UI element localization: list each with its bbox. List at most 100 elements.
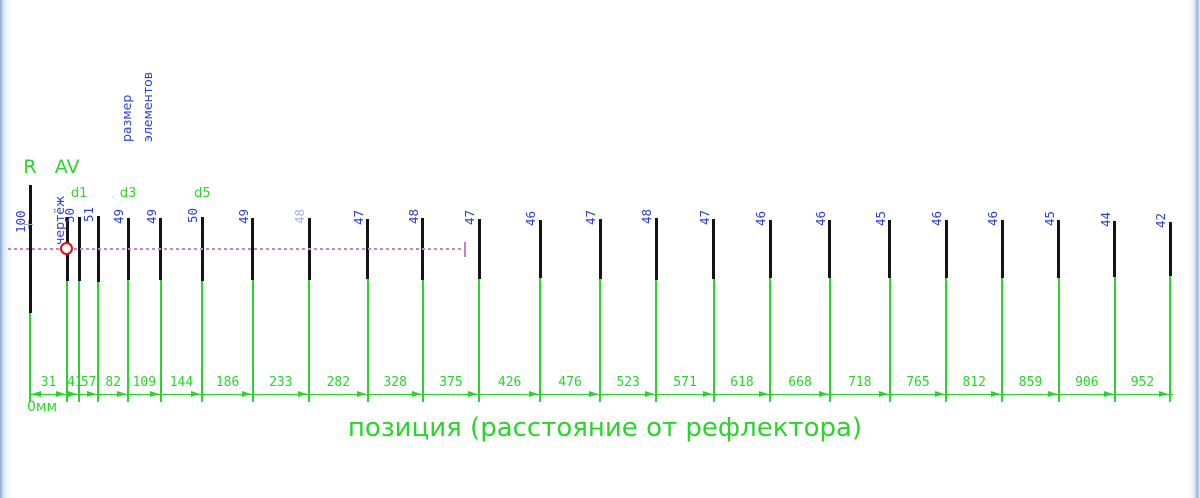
element-size-label: 46 bbox=[929, 210, 945, 226]
element-size-label: 42 bbox=[1153, 213, 1168, 229]
element-size-label: 45 bbox=[1041, 211, 1057, 227]
dimension-extension-line bbox=[1057, 277, 1060, 402]
dimension-arrow-right-icon bbox=[1047, 391, 1057, 397]
element-size-label: 46 bbox=[985, 210, 1001, 226]
element-size-label: 48 bbox=[292, 209, 307, 225]
position-dimension-value: 812 bbox=[962, 375, 986, 390]
element-size-label: 49 bbox=[143, 208, 159, 224]
snap-marker-icon bbox=[24, 220, 33, 229]
element-size-label: 48 bbox=[405, 209, 421, 225]
dimension-extension-line bbox=[66, 281, 69, 402]
dimension-extension-line bbox=[888, 277, 891, 402]
dimension-arrow-right-icon bbox=[356, 391, 366, 397]
dimension-arrow-right-icon bbox=[529, 391, 539, 397]
dimension-extension-line bbox=[1113, 277, 1116, 402]
element-size-label: 47 bbox=[462, 209, 478, 225]
element-marker-label-r: R bbox=[23, 156, 37, 178]
element-size-label: 49 bbox=[111, 208, 127, 224]
dimension-extension-line bbox=[1169, 275, 1171, 402]
position-dimension-value: 765 bbox=[906, 375, 930, 390]
dimension-arrow-right-icon bbox=[991, 391, 1001, 397]
position-dimension-value: 328 bbox=[383, 375, 407, 390]
element-marker-label-d3: d3 bbox=[119, 186, 137, 201]
dimension-arrow-right-icon bbox=[56, 391, 66, 397]
element-size-label: 45 bbox=[872, 211, 888, 227]
boom-center-line-end-tick bbox=[464, 242, 466, 257]
element-size-label: 44 bbox=[1097, 211, 1113, 227]
dimension-arrow-right-icon bbox=[935, 391, 945, 397]
element-size-axis-note: размер элементов bbox=[116, 72, 158, 142]
antenna-element-line bbox=[1000, 219, 1004, 279]
antenna-element-line bbox=[1168, 222, 1172, 276]
dimension-arrow-right-icon bbox=[759, 391, 769, 397]
antenna-element-line bbox=[1113, 220, 1117, 278]
dimension-extension-line bbox=[712, 279, 715, 402]
antenna-element-line bbox=[654, 218, 658, 280]
dimension-arrow-right-icon bbox=[1159, 391, 1168, 397]
position-dimension-value: 109 bbox=[132, 375, 157, 390]
dimension-arrow-right-icon bbox=[468, 391, 478, 397]
position-dimension-value: 82 bbox=[105, 375, 122, 390]
antenna-element-line bbox=[598, 218, 602, 280]
position-dimension-line bbox=[29, 394, 1173, 395]
element-size-label: 47 bbox=[350, 209, 366, 225]
position-dimension-value: 41 bbox=[67, 375, 83, 390]
position-dimension-value: 426 bbox=[497, 375, 522, 390]
dimension-extension-line bbox=[201, 281, 204, 402]
element-size-label: 46 bbox=[523, 210, 539, 226]
dimension-extension-line bbox=[97, 281, 100, 402]
dimension-extension-line bbox=[308, 279, 310, 402]
dimension-arrow-right-icon bbox=[818, 391, 828, 397]
element-size-label: 50 bbox=[62, 207, 78, 223]
element-size-label: 49 bbox=[235, 208, 251, 224]
position-dimension-value: 523 bbox=[616, 375, 640, 390]
position-dimension-value: 718 bbox=[848, 375, 872, 390]
dimension-arrow-right-icon bbox=[298, 391, 307, 397]
antenna-element-line bbox=[888, 220, 892, 278]
element-size-label: 48 bbox=[639, 209, 655, 225]
position-dimension-value: 186 bbox=[215, 375, 240, 390]
position-dimension-value: 668 bbox=[788, 375, 812, 390]
element-size-label: 47 bbox=[696, 209, 712, 225]
position-dimension-value: 233 bbox=[269, 375, 293, 390]
position-dimension-value: 859 bbox=[1018, 375, 1043, 390]
position-dimension-value: 952 bbox=[1130, 375, 1155, 390]
dimension-arrow-right-icon bbox=[241, 391, 251, 397]
dimension-arrow-right-icon bbox=[87, 391, 97, 397]
dimension-extension-line bbox=[29, 313, 31, 402]
dimension-extension-line bbox=[421, 279, 424, 402]
dimension-arrow-right-icon bbox=[117, 391, 127, 397]
antenna-element-line bbox=[712, 218, 716, 280]
dimension-extension-line bbox=[828, 278, 831, 402]
dimension-extension-line bbox=[478, 279, 481, 402]
element-size-axis-note-line2: элементов bbox=[140, 71, 155, 142]
dimension-extension-line bbox=[159, 280, 162, 402]
antenna-element-line bbox=[1057, 220, 1061, 278]
position-dimension-value: 282 bbox=[326, 375, 351, 390]
dimension-extension-line bbox=[655, 279, 658, 402]
dimension-arrow-right-icon bbox=[589, 391, 598, 397]
feed-point-circle bbox=[60, 242, 73, 255]
dimension-extension-line bbox=[366, 279, 369, 402]
dimension-arrow-right-icon bbox=[702, 391, 712, 397]
antenna-element-line bbox=[828, 219, 832, 279]
antenna-element-line bbox=[477, 218, 481, 280]
dimension-extension-line bbox=[78, 281, 81, 402]
dimension-arrow-right-icon bbox=[68, 391, 78, 397]
dimension-arrow-right-icon bbox=[411, 391, 421, 397]
element-size-label: 51 bbox=[81, 207, 97, 223]
dimension-extension-line bbox=[127, 280, 130, 402]
dimension-extension-line bbox=[945, 278, 948, 402]
element-marker-label-av: AV bbox=[54, 156, 80, 178]
dimension-extension-line bbox=[1001, 278, 1004, 402]
window-edge-left bbox=[0, 0, 13, 498]
dimension-arrow-left-icon bbox=[32, 391, 41, 397]
element-size-label: 46 bbox=[812, 210, 828, 226]
position-dimension-value: 375 bbox=[439, 375, 463, 390]
position-dimension-value: 906 bbox=[1075, 375, 1099, 390]
element-marker-label-d5: d5 bbox=[194, 186, 211, 201]
position-dimension-value: 571 bbox=[673, 375, 697, 390]
dimension-arrow-right-icon bbox=[191, 391, 201, 397]
dimension-arrow-right-icon bbox=[149, 391, 159, 397]
